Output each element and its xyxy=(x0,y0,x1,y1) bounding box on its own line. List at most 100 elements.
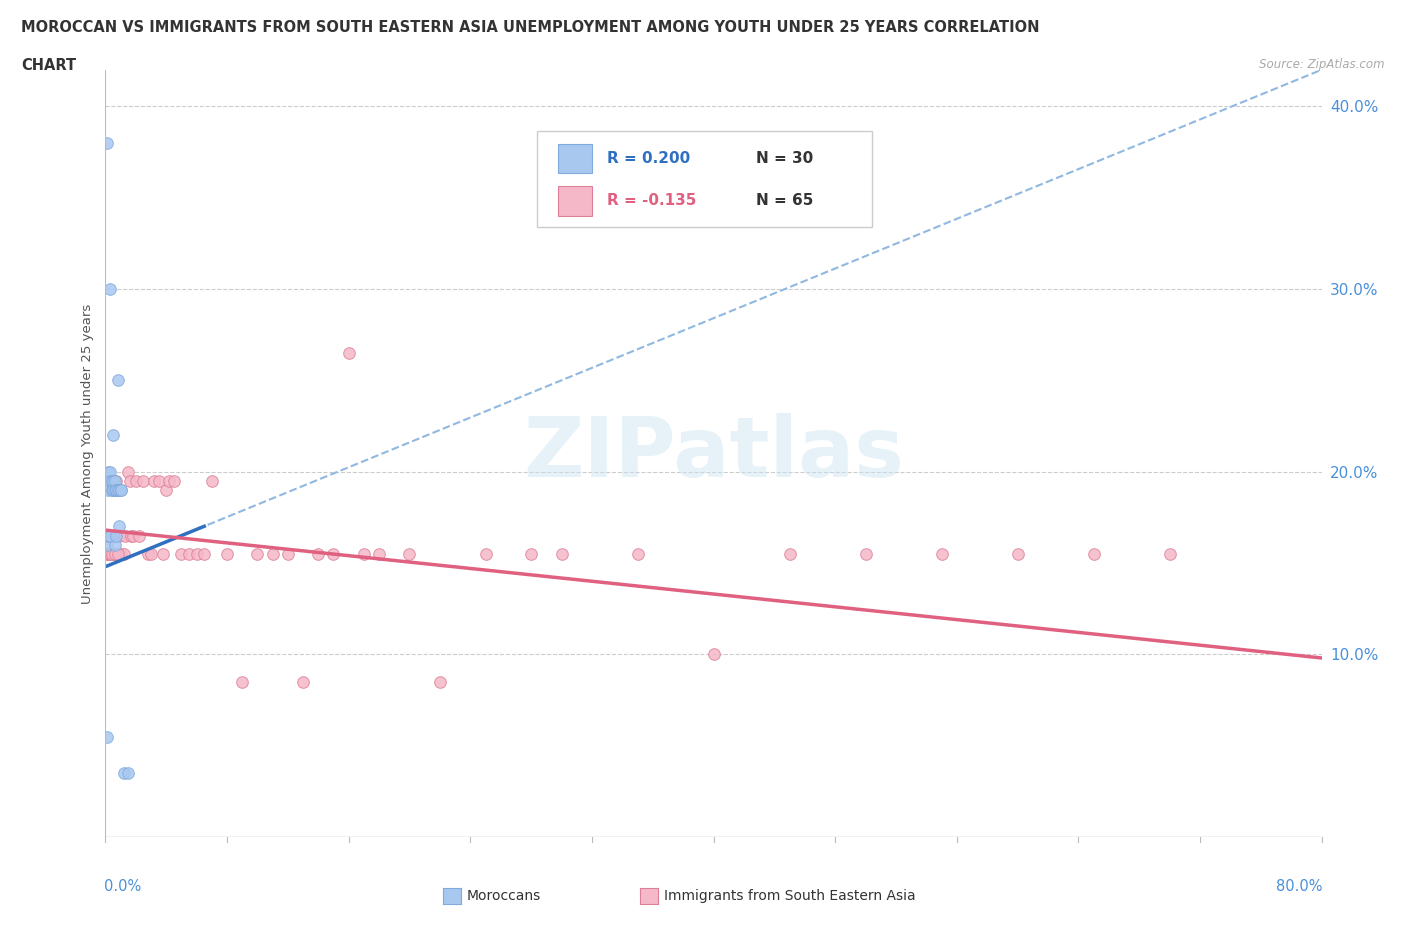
Point xyxy=(626,547,648,562)
Point xyxy=(117,464,139,479)
Point xyxy=(307,547,329,562)
Point xyxy=(103,547,125,562)
Point xyxy=(157,473,180,488)
Text: MOROCCAN VS IMMIGRANTS FROM SOUTH EASTERN ASIA UNEMPLOYMENT AMONG YOUTH UNDER 25: MOROCCAN VS IMMIGRANTS FROM SOUTH EASTER… xyxy=(21,20,1039,35)
Point xyxy=(101,483,124,498)
Point xyxy=(292,674,315,689)
Point xyxy=(702,647,725,662)
Point xyxy=(98,547,121,562)
Point xyxy=(110,483,132,498)
Point xyxy=(132,473,155,488)
Point xyxy=(110,483,132,498)
Point xyxy=(107,373,129,388)
Point xyxy=(353,547,375,562)
Point xyxy=(96,528,118,543)
Text: Immigrants from South Eastern Asia: Immigrants from South Eastern Asia xyxy=(664,889,915,903)
Point xyxy=(96,547,118,562)
Point xyxy=(98,528,121,543)
Point xyxy=(368,547,391,562)
Point xyxy=(117,765,139,780)
Point xyxy=(107,547,129,562)
Text: N = 30: N = 30 xyxy=(756,151,813,166)
Point xyxy=(101,483,124,498)
Point xyxy=(337,345,360,360)
Point xyxy=(105,473,128,488)
Text: Moroccans: Moroccans xyxy=(467,889,541,903)
Point xyxy=(1083,547,1105,562)
Point xyxy=(262,547,284,562)
Point xyxy=(193,547,215,562)
Point xyxy=(105,483,128,498)
Point xyxy=(112,765,135,780)
Point xyxy=(101,428,124,443)
Point xyxy=(231,674,253,689)
Point xyxy=(931,547,953,562)
Point xyxy=(107,483,129,498)
Point xyxy=(550,547,572,562)
Point xyxy=(101,528,124,543)
Point xyxy=(100,528,122,543)
Point xyxy=(108,519,131,534)
Y-axis label: Unemployment Among Youth under 25 years: Unemployment Among Youth under 25 years xyxy=(82,303,94,604)
Point xyxy=(186,547,208,562)
Point xyxy=(1007,547,1029,562)
FancyBboxPatch shape xyxy=(558,144,592,173)
Point xyxy=(398,547,420,562)
Point xyxy=(136,547,159,562)
Point xyxy=(100,483,122,498)
Point xyxy=(120,528,142,543)
Point xyxy=(98,547,121,562)
Point xyxy=(96,538,118,552)
FancyBboxPatch shape xyxy=(537,131,872,227)
Point xyxy=(97,547,120,562)
Point xyxy=(105,547,128,562)
Text: R = -0.135: R = -0.135 xyxy=(606,193,696,208)
Point xyxy=(103,483,125,498)
Point xyxy=(107,547,129,562)
Point xyxy=(100,547,122,562)
Point xyxy=(474,547,496,562)
Point xyxy=(101,473,124,488)
Point xyxy=(163,473,186,488)
Point xyxy=(217,547,239,562)
Point xyxy=(96,729,118,744)
Point xyxy=(96,136,118,151)
Point xyxy=(103,538,125,552)
Text: Source: ZipAtlas.com: Source: ZipAtlas.com xyxy=(1260,58,1385,71)
Point xyxy=(103,473,125,488)
Point xyxy=(114,528,136,543)
FancyBboxPatch shape xyxy=(558,186,592,216)
Point xyxy=(246,547,269,562)
Point xyxy=(121,528,143,543)
Point xyxy=(152,547,174,562)
Point xyxy=(118,473,141,488)
Point xyxy=(110,547,132,562)
Point xyxy=(108,483,131,498)
Text: N = 65: N = 65 xyxy=(756,193,814,208)
Point xyxy=(108,528,131,543)
Point xyxy=(1159,547,1181,562)
Point xyxy=(97,528,120,543)
Point xyxy=(155,483,177,498)
Point xyxy=(97,464,120,479)
Point xyxy=(101,547,124,562)
Point xyxy=(148,473,170,488)
Point xyxy=(855,547,877,562)
Point xyxy=(322,547,344,562)
Point xyxy=(105,483,128,498)
Point xyxy=(170,547,193,562)
Point xyxy=(520,547,543,562)
Point xyxy=(98,464,121,479)
Point xyxy=(143,473,166,488)
Text: ZIPatlas: ZIPatlas xyxy=(523,413,904,494)
Point xyxy=(100,473,122,488)
Point xyxy=(105,528,128,543)
Point xyxy=(112,547,135,562)
Point xyxy=(128,528,150,543)
Point xyxy=(177,547,200,562)
Point xyxy=(98,473,121,488)
Point xyxy=(779,547,801,562)
Point xyxy=(97,483,120,498)
Text: 80.0%: 80.0% xyxy=(1277,879,1323,895)
Point xyxy=(98,282,121,297)
